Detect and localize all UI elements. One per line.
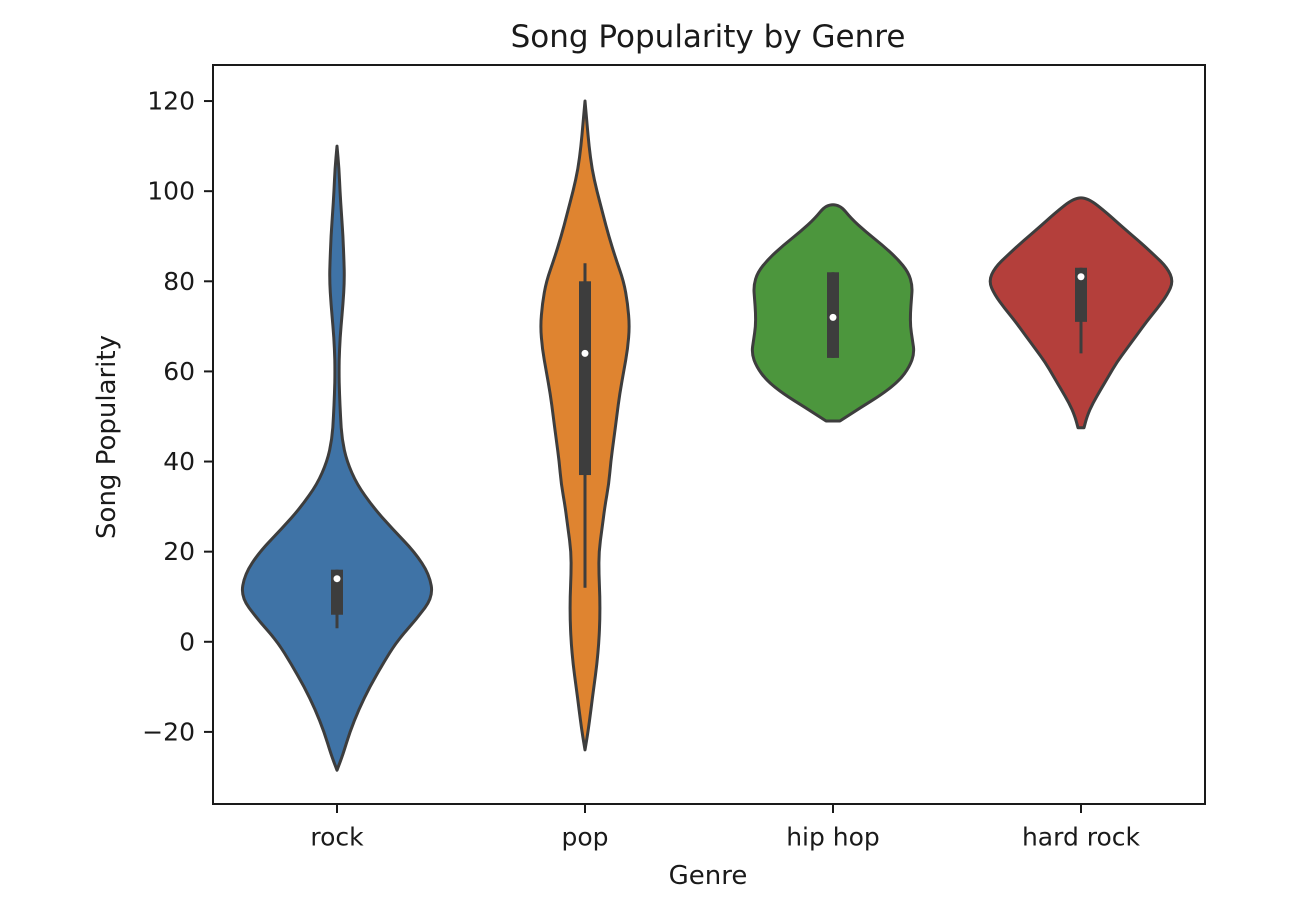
x-tick-label: hip hop xyxy=(786,823,880,852)
iqr-box xyxy=(1075,267,1087,322)
y-tick-label: 40 xyxy=(163,447,195,476)
violin-body xyxy=(240,144,434,772)
y-tick-label: 100 xyxy=(147,177,195,206)
x-tick-label: pop xyxy=(561,823,608,852)
violins-layer xyxy=(240,99,1174,772)
violin-pop xyxy=(539,99,631,752)
plot-frame xyxy=(212,64,1206,805)
violin-hard-rock xyxy=(988,196,1174,430)
violin-rock xyxy=(240,144,434,772)
median-point xyxy=(333,575,341,583)
y-tick-label: 0 xyxy=(179,627,195,656)
y-tick-label: 60 xyxy=(163,357,195,386)
median-point xyxy=(829,313,837,321)
iqr-box xyxy=(331,569,343,615)
y-axis-label: Song Popularity xyxy=(92,335,122,539)
median-point xyxy=(581,349,589,357)
iqr-box xyxy=(579,281,591,476)
median-point xyxy=(1077,273,1085,281)
x-axis: rock pop hip hop hard rock xyxy=(310,804,1141,852)
y-tick-label: 80 xyxy=(163,267,195,296)
violin-hip-hop xyxy=(750,203,916,423)
y-tick-label: 120 xyxy=(147,87,195,116)
y-tick-label: 20 xyxy=(163,537,195,566)
chart-title: Song Popularity by Genre xyxy=(511,19,906,55)
y-axis: −20 0 20 40 60 80 100 120 xyxy=(142,87,213,746)
x-tick-label: hard rock xyxy=(1022,823,1141,852)
x-tick-label: rock xyxy=(310,823,364,852)
x-axis-label: Genre xyxy=(669,861,748,891)
y-tick-label: −20 xyxy=(142,717,195,746)
